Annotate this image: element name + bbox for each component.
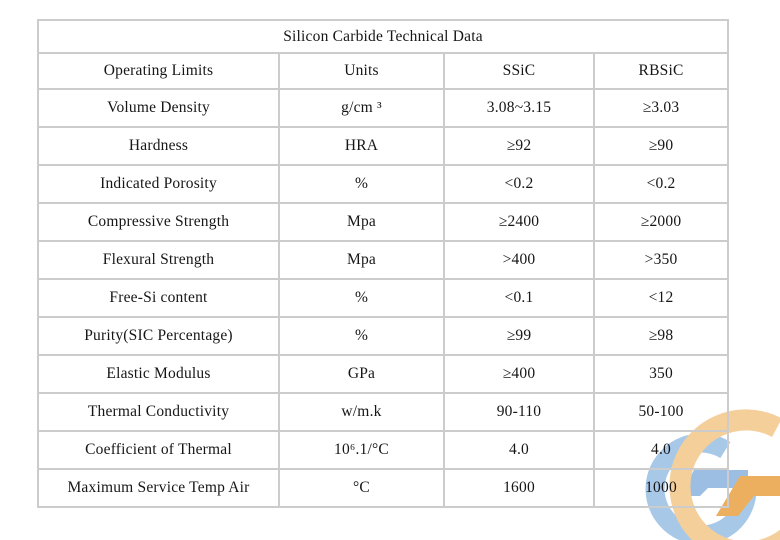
- partial-top-text-content: customized mode.: [35, 0, 255, 6]
- ssic-value-cell: <0.2: [443, 164, 595, 204]
- rbsic-value-cell: 50-100: [592, 392, 730, 432]
- rbsic-value-cell: ≥3.03: [592, 88, 730, 128]
- units-cell: %: [278, 278, 445, 318]
- ssic-value-cell: 90-110: [443, 392, 595, 432]
- table-row: Indicated Porosity % <0.2 <0.2: [37, 164, 730, 204]
- table-row: Maximum Service Temp Air °C 1600 1000: [37, 468, 730, 508]
- property-cell: Compressive Strength: [37, 202, 280, 242]
- units-cell: g/cm ³: [278, 88, 445, 128]
- property-cell: Purity(SIC Percentage): [37, 316, 280, 356]
- property-cell: Flexural Strength: [37, 240, 280, 280]
- rbsic-value-cell: ≥2000: [592, 202, 730, 242]
- units-cell: %: [278, 316, 445, 356]
- units-cell: 10⁶.1/°C: [278, 430, 445, 470]
- property-cell: Free-Si content: [37, 278, 280, 318]
- rbsic-value-cell: ≥90: [592, 126, 730, 166]
- ssic-value-cell: 4.0: [443, 430, 595, 470]
- rbsic-value-cell: <0.2: [592, 164, 730, 204]
- ssic-value-cell: <0.1: [443, 278, 595, 318]
- ssic-value-cell: 3.08~3.15: [443, 88, 595, 128]
- table-row: Free-Si content % <0.1 <12: [37, 278, 730, 318]
- column-header-units: Units: [278, 52, 445, 90]
- rbsic-value-cell: ≥98: [592, 316, 730, 356]
- units-cell: °C: [278, 468, 445, 508]
- table-title: Silicon Carbide Technical Data: [36, 19, 730, 54]
- table-row: Hardness HRA ≥92 ≥90: [37, 126, 730, 166]
- units-cell: Mpa: [278, 240, 445, 280]
- rbsic-value-cell: >350: [592, 240, 730, 280]
- column-header-ssic: SSiC: [443, 52, 595, 90]
- ssic-value-cell: ≥92: [443, 126, 595, 166]
- partial-top-text: customized mode.: [35, 0, 255, 6]
- table-row: Flexural Strength Mpa >400 >350: [37, 240, 730, 280]
- property-cell: Volume Density: [37, 88, 280, 128]
- rbsic-value-cell: <12: [592, 278, 730, 318]
- units-cell: GPa: [278, 354, 445, 394]
- property-cell: Elastic Modulus: [37, 354, 280, 394]
- property-cell: Indicated Porosity: [37, 164, 280, 204]
- property-cell: Coefficient of Thermal: [37, 430, 280, 470]
- table-row: Compressive Strength Mpa ≥2400 ≥2000: [37, 202, 730, 242]
- ssic-value-cell: ≥400: [443, 354, 595, 394]
- table-row: Thermal Conductivity w/m.k 90-110 50-100: [37, 392, 730, 432]
- property-cell: Hardness: [37, 126, 280, 166]
- column-header-operating-limits: Operating Limits: [37, 52, 280, 90]
- table-header-row: Operating Limits Units SSiC RBSiC: [37, 52, 730, 90]
- table-row: Volume Density g/cm ³ 3.08~3.15 ≥3.03: [37, 88, 730, 128]
- silicon-carbide-technical-data-table: Silicon Carbide Technical Data Operating…: [36, 19, 730, 508]
- rbsic-value-cell: 4.0: [592, 430, 730, 470]
- property-cell: Thermal Conductivity: [37, 392, 280, 432]
- table-row: Coefficient of Thermal 10⁶.1/°C 4.0 4.0: [37, 430, 730, 470]
- ssic-value-cell: ≥99: [443, 316, 595, 356]
- ssic-value-cell: ≥2400: [443, 202, 595, 242]
- table-row: Purity(SIC Percentage) % ≥99 ≥98: [37, 316, 730, 356]
- property-cell: Maximum Service Temp Air: [37, 468, 280, 508]
- table-row: Elastic Modulus GPa ≥400 350: [37, 354, 730, 394]
- rbsic-value-cell: 1000: [592, 468, 730, 508]
- units-cell: Mpa: [278, 202, 445, 242]
- units-cell: HRA: [278, 126, 445, 166]
- ssic-value-cell: >400: [443, 240, 595, 280]
- ssic-value-cell: 1600: [443, 468, 595, 508]
- units-cell: w/m.k: [278, 392, 445, 432]
- table-title-row: Silicon Carbide Technical Data: [36, 19, 730, 54]
- units-cell: %: [278, 164, 445, 204]
- rbsic-value-cell: 350: [592, 354, 730, 394]
- column-header-rbsic: RBSiC: [592, 52, 730, 90]
